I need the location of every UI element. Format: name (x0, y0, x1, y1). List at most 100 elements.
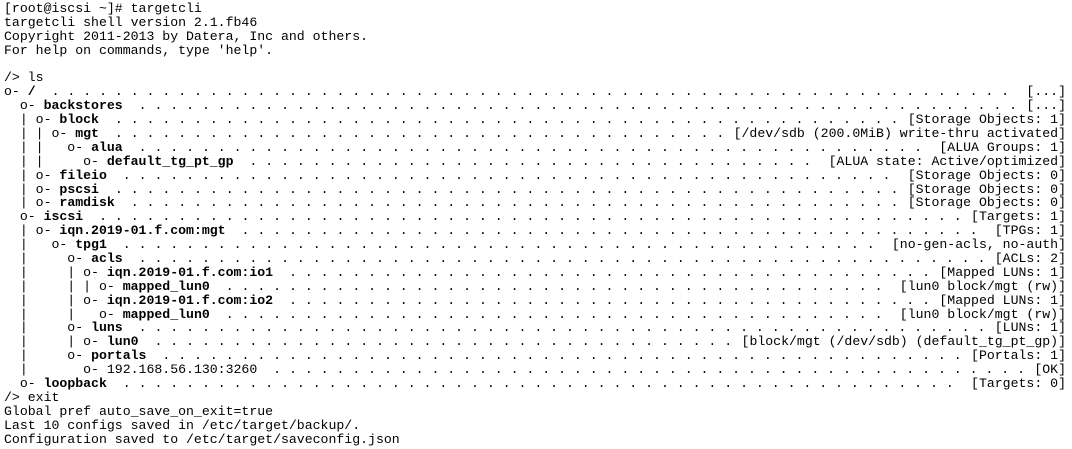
tree-node-detail: [Storage Objects: 0] (907, 195, 1066, 211)
tree-node: | o- fileio (4, 167, 107, 183)
tree-node: | | o- iqn.2019-01.f.com:io2 (4, 292, 274, 308)
leader-dots: . . . . . . . . . . . . . . . . . . . . … (122, 168, 900, 183)
tree-node-name: iqn.2019-01.f.com:io1 (106, 264, 274, 280)
tree-row: | o- tpg1 . . . . . . . . . . . . . . . … (4, 237, 1066, 253)
tree-node-name: pscsi (59, 181, 99, 197)
tree-node: | o- iqn.2019-01.f.com:mgt (4, 224, 226, 238)
leader-dots: . . . . . . . . . . . . . . . . . . . . … (114, 127, 725, 141)
tree-row: | | | o- mapped_lun0 . . . . . . . . . .… (4, 278, 1066, 294)
tree-prefix: | o- (4, 348, 92, 364)
line-text: targetcli shell version 2.1.fb46 (4, 14, 258, 30)
tree-node-detail: [LUNs: 1] (994, 320, 1066, 336)
tree-node-name: mapped_lun0 (122, 306, 210, 322)
output-line: Last 10 configs saved in /etc/target/bac… (4, 418, 1066, 433)
tree-node-name: fileio (59, 167, 107, 183)
tree-prefix: | | o- (4, 306, 123, 322)
tree-node-detail: [block/mgt (/dev/sdb) (default_tg_pt_gp)… (741, 334, 1066, 350)
tree-node: | | o- default_tg_pt_gp (4, 153, 234, 169)
tree-row: | o- ramdisk . . . . . . . . . . . . . .… (4, 195, 1066, 211)
tree-prefix: | o- (4, 167, 60, 183)
tree-prefix: | o- (4, 362, 107, 378)
leader-dots: . . . . . . . . . . . . . . . . . . . . … (138, 140, 932, 155)
leader-dots: . . . . . . . . . . . . . . . . . . . . … (122, 377, 963, 391)
tree-node: | | o- iqn.2019-01.f.com:io1 (4, 264, 274, 280)
output-line: Global pref auto_save_on_exit=true (4, 403, 1066, 419)
line-text: /> ls (4, 70, 44, 86)
line-text: Global pref auto_save_on_exit=true (4, 403, 274, 419)
tree-node-name: alua (91, 139, 123, 155)
tree-node: | | o- lun0 (4, 335, 139, 349)
leader-dots: . . . . . . . . . . . . . . . . . . . . … (51, 85, 1019, 100)
tree-prefix: | o- (4, 251, 92, 267)
tree-node-name: default_tg_pt_gp (106, 153, 234, 169)
leader-dots: . . . . . . . . . . . . . . . . . . . . … (138, 99, 1018, 114)
tree-node: o- / (4, 85, 36, 99)
leader-dots: . . . . . . . . . . . . . . . . . . . . … (138, 321, 986, 336)
tree-node-name: loopback (43, 376, 107, 392)
tree-row: | o- portals . . . . . . . . . . . . . .… (4, 348, 1066, 364)
tree-row: | | o- mgt . . . . . . . . . . . . . . .… (4, 127, 1066, 141)
tree-node-detail: [TPGs: 1] (994, 223, 1066, 239)
leader-dots: . . . . . . . . . . . . . . . . . . . . … (114, 182, 899, 197)
output-line: For help on commands, type 'help'. (4, 42, 1066, 58)
tree-node: | | o- mapped_lun0 (4, 306, 210, 322)
tree-node-name: backstores (43, 98, 123, 114)
output-line: [root@iscsi ~]# targetcli (4, 2, 1066, 16)
tree-node-name: mapped_lun0 (122, 278, 210, 294)
line-text: For help on commands, type 'help'. (4, 42, 274, 58)
output-line: /> ls (4, 71, 1066, 85)
tree-prefix: | o- (4, 195, 60, 211)
tree-node: | o- acls (4, 252, 123, 266)
tree-prefix: | | o- (4, 139, 92, 155)
tree-node-detail: [ACLs: 2] (994, 251, 1066, 267)
tree-prefix: o- (4, 84, 28, 100)
line-text: Copyright 2011-2013 by Datera, Inc and o… (4, 28, 369, 44)
tree-row: o- iscsi . . . . . . . . . . . . . . . .… (4, 210, 1066, 225)
tree-node-name: iqn.2019-01.f.com:mgt (59, 223, 226, 239)
leader-dots: . . . . . . . . . . . . . . . . . . . . … (114, 113, 899, 128)
tree-node: | | o- alua (4, 139, 123, 155)
tree-node-detail: [Targets: 0] (971, 376, 1066, 392)
tree-node-name: 192.168.56.130:3260 (106, 362, 258, 378)
tree-node-detail: [Storage Objects: 0] (907, 181, 1066, 197)
tree-node: o- iscsi (4, 210, 83, 224)
tree-prefix: | | o- (4, 153, 107, 169)
tree-node-name: iscsi (43, 209, 84, 225)
blank-line (4, 58, 1066, 72)
leader-dots: . . . . . . . . . . . . . . . . . . . . … (289, 293, 931, 308)
tree-node-detail: [...] (1026, 84, 1066, 100)
tree-node-name: block (59, 112, 99, 128)
tree-node-name: ramdisk (59, 195, 115, 211)
leader-dots: . . . . . . . . . . . . . . . . . . . . … (130, 196, 899, 211)
tree-row: | | o- alua . . . . . . . . . . . . . . … (4, 139, 1066, 155)
tree-prefix: o- (4, 209, 44, 225)
tree-node-detail: [/dev/sdb (200.0MiB) write-thru activate… (733, 126, 1066, 142)
tree-row: | o- fileio . . . . . . . . . . . . . . … (4, 167, 1066, 183)
tree-node-detail: [ALUA Groups: 1] (939, 139, 1066, 155)
tree-row: | | o- mapped_lun0 . . . . . . . . . . .… (4, 306, 1066, 322)
tree-node-detail: [no-gen-acls, no-auth] (891, 237, 1066, 253)
tree-row: o- / . . . . . . . . . . . . . . . . . .… (4, 84, 1066, 100)
tree-node-name: luns (91, 320, 123, 336)
tree-node-name: portals (91, 348, 147, 364)
tree-row: | | o- default_tg_pt_gp . . . . . . . . … (4, 153, 1066, 169)
tree-node: | | o- mgt (4, 127, 99, 141)
tree-node-name: lun0 (106, 334, 139, 350)
tree-node-detail: [Storage Objects: 1] (907, 112, 1066, 128)
leader-dots: . . . . . . . . . . . . . . . . . . . . … (138, 252, 986, 266)
leader-dots: . . . . . . . . . . . . . . . . . . . . … (122, 238, 884, 253)
terminal-output: [root@iscsi ~]# targetcli targetcli shell… (4, 2, 1066, 447)
output-line: /> exit (4, 391, 1066, 405)
tree-node-name: / (27, 84, 36, 100)
tree-node-detail: [Storage Objects: 0] (907, 167, 1066, 183)
line-text: /> exit (4, 389, 60, 405)
leader-dots: . . . . . . . . . . . . . . . . . . . . … (162, 349, 962, 364)
tree-node-detail: [ALUA state: Active/optimized] (828, 153, 1066, 169)
tree-row: | o- 192.168.56.130:3260 . . . . . . . .… (4, 362, 1066, 378)
tree-row: | | o- iqn.2019-01.f.com:io2 . . . . . .… (4, 292, 1066, 308)
tree-node-name: iqn.2019-01.f.com:io2 (106, 292, 274, 308)
tree-prefix: | o- (4, 112, 60, 128)
tree-node: | o- block (4, 113, 99, 127)
output-line: targetcli shell version 2.1.fb46 (4, 14, 1066, 30)
